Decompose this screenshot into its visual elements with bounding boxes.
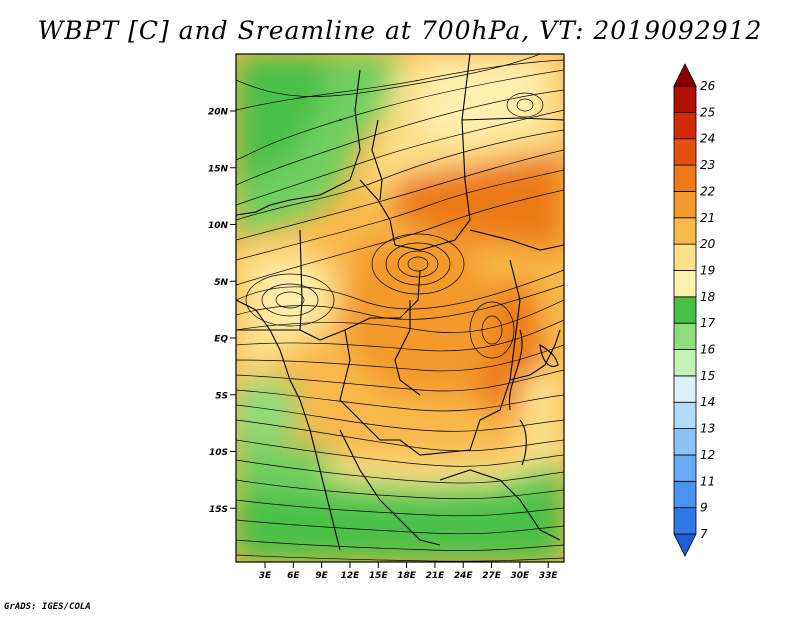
legend-swatch: [673, 349, 697, 377]
legend-label: 25: [700, 105, 715, 119]
legend-swatch: [673, 507, 697, 535]
lat-tick-label: 20N: [208, 108, 229, 118]
lon-tick-label: 12E: [341, 571, 361, 581]
legend-label: 24: [700, 132, 715, 146]
lat-tick-label: 10N: [208, 221, 229, 231]
lat-tick-label: 5N: [214, 278, 228, 288]
legend-swatch: [673, 85, 697, 113]
country-borders: [236, 54, 564, 551]
lon-tick-label: 6E: [287, 571, 300, 581]
legend-swatch: [673, 454, 697, 482]
lon-tick-label: 15E: [369, 571, 389, 581]
legend-label: 23: [700, 158, 715, 172]
legend-swatch: [673, 243, 697, 271]
legend-label: 11: [700, 474, 715, 488]
legend-label: 14: [700, 395, 715, 409]
lon-tick-label: 21E: [426, 571, 446, 581]
legend-label: 7: [700, 527, 708, 541]
streamlines: [236, 54, 564, 562]
legend-swatch: [673, 63, 697, 87]
legend-label: 22: [700, 184, 715, 198]
legend-label: 21: [700, 211, 715, 225]
color-legend: 7 9 11 12 13 14 15 16 17 18 19 20 21 22 23 24 25 26: [673, 63, 716, 557]
lon-tick-label: 18E: [397, 571, 417, 581]
credit-label: GrADS: IGES/COLA: [4, 602, 91, 612]
legend-label: 18: [700, 290, 716, 304]
lon-tick-label: 24E: [454, 571, 474, 581]
legend-swatch: [673, 138, 697, 166]
lat-tick-label: 15S: [209, 505, 228, 515]
map-frame: [235, 53, 565, 563]
legend-label: 9: [700, 501, 708, 515]
legend-label: 20: [700, 237, 716, 251]
map-title: WBPT [C] and Sreamline at 700hPa, VT: 20…: [37, 16, 763, 45]
lon-tick-label: 27E: [482, 571, 502, 581]
legend-swatch: [673, 322, 697, 350]
legend-swatch: [673, 296, 697, 324]
latitude-axis: 20N 15N 10N 5N EQ 5S 10S 15S: [208, 108, 236, 515]
legend-swatch: [673, 375, 697, 403]
legend-swatch: [673, 480, 697, 509]
lat-tick-label: 10S: [209, 448, 228, 458]
legend-swatch: [673, 270, 697, 298]
legend-label: 16: [700, 343, 716, 357]
lon-tick-label: 3E: [259, 571, 272, 581]
lon-tick-label: 30E: [511, 571, 531, 581]
legend-swatch: [673, 217, 697, 245]
legend-label: 15: [700, 369, 715, 383]
legend-label: 13: [700, 422, 715, 436]
legend-swatch: [673, 428, 697, 456]
legend-label: 17: [700, 316, 716, 330]
longitude-axis: 3E 6E 9E 12E 15E 18E 21E 24E 27E 30E 33E: [259, 562, 559, 581]
legend-swatch: [673, 164, 697, 192]
legend-label: 12: [700, 448, 715, 462]
lat-tick-label: 15N: [208, 164, 229, 174]
lon-tick-label: 33E: [539, 571, 559, 581]
lon-tick-label: 9E: [315, 571, 328, 581]
legend-swatch: [673, 191, 697, 219]
lat-tick-label: 5S: [215, 391, 228, 401]
legend-swatch: [673, 533, 697, 557]
legend-label: 19: [700, 263, 715, 277]
legend-label: 26: [700, 79, 716, 93]
lat-tick-label: EQ: [214, 335, 228, 345]
legend-swatch: [673, 401, 697, 429]
legend-swatch: [673, 111, 697, 140]
wbpt-shading: [236, 54, 564, 562]
